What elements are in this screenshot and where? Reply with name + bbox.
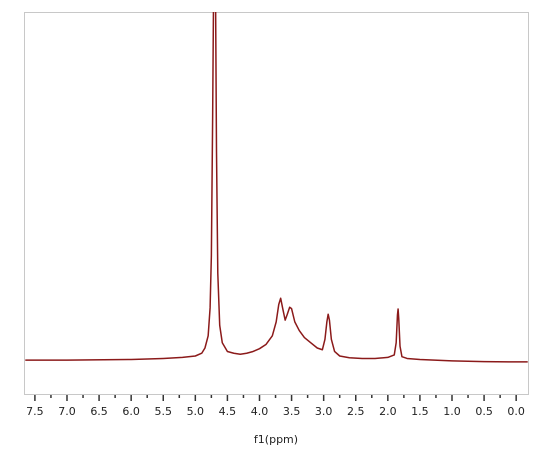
x-tick-label: 0.0 xyxy=(507,405,525,418)
x-tick-label: 6.5 xyxy=(90,405,108,418)
x-tick-label: 7.5 xyxy=(26,405,44,418)
x-tick-label: 7.0 xyxy=(58,405,76,418)
x-tick-label: 2.0 xyxy=(379,405,397,418)
x-tick-label: 1.5 xyxy=(411,405,429,418)
x-axis-label: f1(ppm) xyxy=(254,433,298,446)
plot-frame xyxy=(24,12,529,395)
spectrum-line xyxy=(25,12,528,363)
x-tick-label: 4.5 xyxy=(219,405,237,418)
x-tick-label: 5.0 xyxy=(187,405,205,418)
x-tick-label: 3.0 xyxy=(315,405,333,418)
x-tick-label: 0.5 xyxy=(475,405,493,418)
x-tick-label: 2.5 xyxy=(347,405,365,418)
x-tick-label: 1.0 xyxy=(443,405,461,418)
x-tick-label: 5.5 xyxy=(154,405,172,418)
x-tick-label: 4.0 xyxy=(251,405,269,418)
x-tick-label: 3.5 xyxy=(283,405,301,418)
x-tick-label: 6.0 xyxy=(122,405,140,418)
